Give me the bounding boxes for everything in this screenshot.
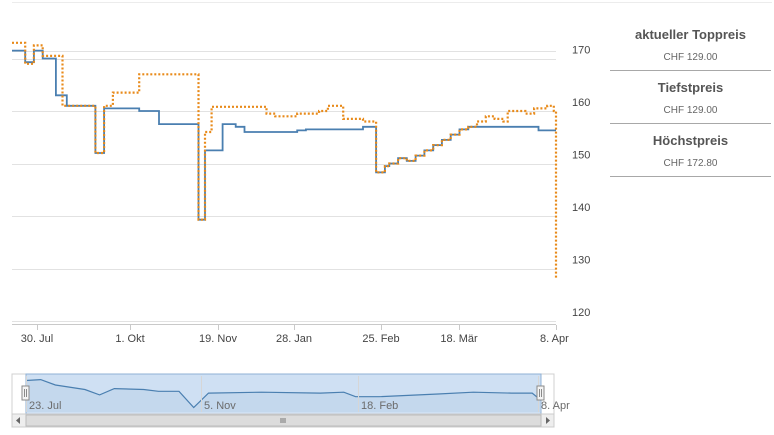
- stat-title: Tiefstpreis: [657, 80, 724, 95]
- navigator-tick-label: 23. Jul: [29, 400, 61, 412]
- stat-title: Höchstpreis: [652, 133, 729, 148]
- y-tick-label: 160: [572, 97, 590, 109]
- x-tick-label: 18. Mär: [440, 333, 478, 345]
- navigator-scrollbar[interactable]: [11, 413, 555, 428]
- x-tick-label: 28. Jan: [276, 333, 312, 345]
- x-tick-label: 30. Jul: [21, 333, 53, 345]
- x-tick-label: 25. Feb: [362, 333, 399, 345]
- y-tick-label: 140: [572, 202, 590, 214]
- stat-value: CHF 172.80: [663, 158, 718, 169]
- scroll-left-arrow-icon[interactable]: [16, 417, 20, 424]
- x-tick-label: 8. Apr: [540, 333, 569, 345]
- x-tick-label: 1. Okt: [115, 333, 144, 345]
- stat-highest-price: Höchstpreis CHF 172.80: [610, 124, 771, 177]
- y-axis-labels: 120 130 140 150 160 170: [572, 45, 590, 320]
- navigator-tick-label: 18. Feb: [361, 400, 398, 412]
- y-tick-label: 170: [572, 45, 590, 57]
- series-lines: [12, 41, 558, 279]
- stat-title: aktueller Toppreis: [634, 27, 746, 42]
- navigator-tick-label: 5. Nov: [204, 400, 236, 412]
- price-stats-panel: aktueller Toppreis CHF 129.00 Tiefstprei…: [610, 18, 771, 177]
- top-divider: [12, 2, 772, 3]
- stat-value: CHF 129.00: [663, 52, 718, 63]
- navigator-labels: 23. Jul 5. Nov 18. Feb 8. Apr: [26, 376, 570, 412]
- stat-lowest-price: Tiefstpreis CHF 129.00: [610, 71, 771, 124]
- navigator-line: [25, 378, 542, 409]
- navigator-series: [25, 378, 542, 412]
- series-line-dotted: [12, 41, 558, 279]
- stat-current-top-price: aktueller Toppreis CHF 129.00: [610, 18, 771, 71]
- x-tick-label: 19. Nov: [199, 333, 237, 345]
- x-axis: 30. Jul 1. Okt 19. Nov 28. Jan 25. Feb 18. Mä…: [12, 324, 569, 345]
- scroll-right-arrow-icon[interactable]: [546, 417, 550, 424]
- series-line-solid: [12, 49, 556, 221]
- navigator-left-handle[interactable]: [21, 385, 30, 401]
- chart-grid: [12, 51, 556, 322]
- stat-value: CHF 129.00: [663, 105, 718, 116]
- y-tick-label: 130: [572, 255, 590, 267]
- y-tick-label: 150: [572, 150, 590, 162]
- navigator-right-handle[interactable]: [536, 385, 545, 401]
- navigator-area: [26, 379, 541, 412]
- y-tick-label: 120: [572, 307, 590, 319]
- navigator-tick-label: 8. Apr: [541, 400, 570, 412]
